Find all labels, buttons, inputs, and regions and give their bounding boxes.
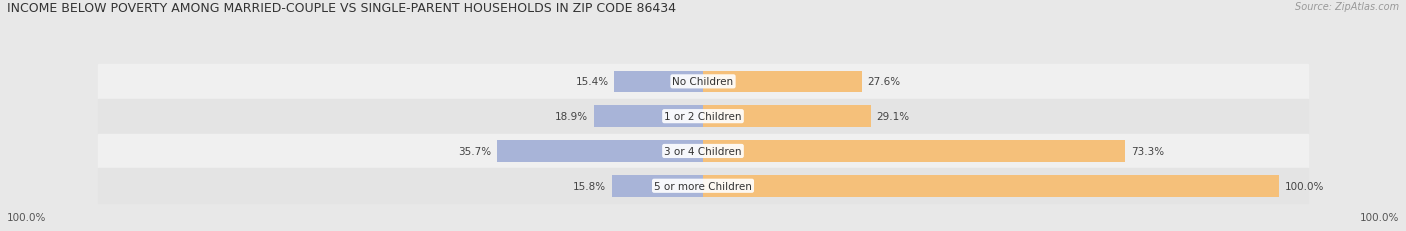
Bar — [703, 175, 1279, 197]
Text: 1 or 2 Children: 1 or 2 Children — [664, 112, 742, 122]
Bar — [614, 71, 703, 93]
Bar — [98, 169, 1308, 203]
Text: 18.9%: 18.9% — [555, 112, 589, 122]
Text: 73.3%: 73.3% — [1130, 146, 1164, 156]
Bar — [703, 140, 1125, 162]
Bar — [612, 175, 703, 197]
Text: 27.6%: 27.6% — [868, 77, 901, 87]
Text: 15.8%: 15.8% — [574, 181, 606, 191]
Text: 100.0%: 100.0% — [7, 212, 46, 222]
Bar — [595, 106, 703, 128]
Bar — [98, 134, 1308, 169]
Text: 3 or 4 Children: 3 or 4 Children — [664, 146, 742, 156]
Text: 100.0%: 100.0% — [1285, 181, 1324, 191]
Text: Source: ZipAtlas.com: Source: ZipAtlas.com — [1295, 2, 1399, 12]
Bar — [98, 99, 1308, 134]
Text: 15.4%: 15.4% — [575, 77, 609, 87]
Text: 5 or more Children: 5 or more Children — [654, 181, 752, 191]
Text: No Children: No Children — [672, 77, 734, 87]
Bar — [98, 65, 1308, 99]
Bar — [703, 71, 862, 93]
Bar — [498, 140, 703, 162]
Text: INCOME BELOW POVERTY AMONG MARRIED-COUPLE VS SINGLE-PARENT HOUSEHOLDS IN ZIP COD: INCOME BELOW POVERTY AMONG MARRIED-COUPL… — [7, 2, 676, 15]
Text: 100.0%: 100.0% — [1360, 212, 1399, 222]
Text: 29.1%: 29.1% — [876, 112, 910, 122]
Bar — [703, 106, 870, 128]
Text: 35.7%: 35.7% — [458, 146, 492, 156]
